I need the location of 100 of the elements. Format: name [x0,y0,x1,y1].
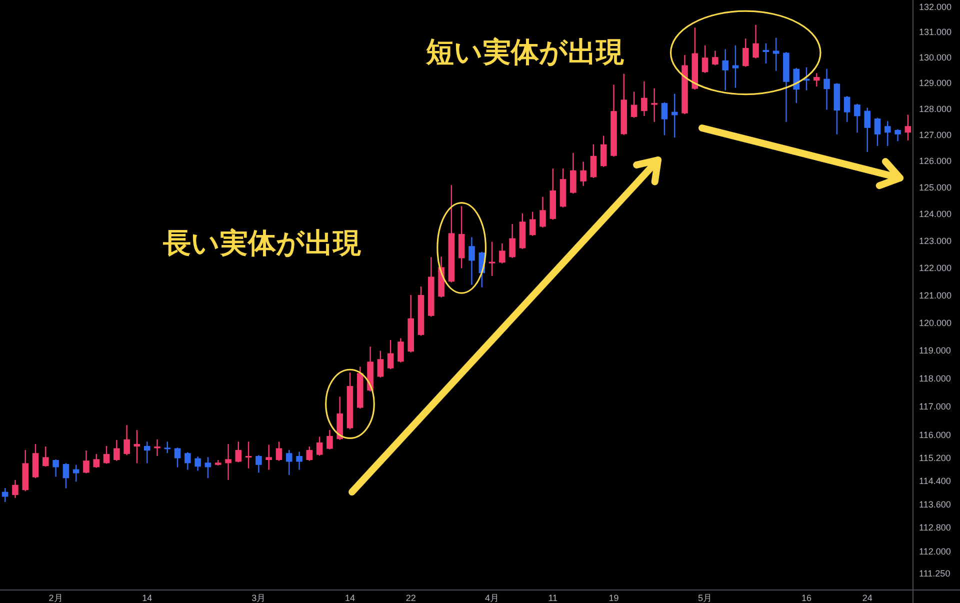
y-tick-label: 112.800 [919,522,951,533]
y-tick-label: 118.000 [919,373,951,384]
y-tick-label: 127.000 [919,130,952,140]
x-tick-label: 14 [344,593,355,603]
y-tick-label: 114.400 [919,476,951,486]
candlestick [540,196,546,228]
x-tick-label: 14 [142,593,152,603]
candlestick [194,456,201,472]
candlestick [377,350,384,378]
y-tick-label: 120.000 [919,318,952,328]
y-tick-label: 131.000 [919,27,952,38]
candlestick [144,441,150,464]
candlestick [712,50,718,66]
candlestick [904,114,912,142]
x-tick-label: 16 [801,593,812,603]
y-tick-label: 122.000 [919,263,952,274]
x-tick-label: 19 [608,593,619,603]
candlestick [164,441,171,454]
candlestick [134,429,140,464]
y-tick-label: 125.000 [919,182,952,193]
candlestick [306,446,313,462]
candlestick [326,429,333,450]
candlestick [225,443,232,481]
candlestick [570,152,576,194]
candlestick [641,80,648,117]
y-tick-label: 115.200 [919,453,951,463]
candlestick [124,424,130,456]
candlestick [752,24,759,59]
candlestick [296,451,302,470]
y-tick-label: 126.000 [919,156,952,166]
x-tick-label: 11 [548,593,558,603]
x-tick-label: 22 [406,593,416,603]
y-tick-label: 128.000 [919,104,952,114]
y-tick-label: 116.000 [919,430,951,440]
candlestick [874,117,881,147]
candlestick [864,107,870,153]
candlestick [702,44,708,74]
candlestick [83,450,90,474]
candlestick [266,444,272,470]
candlestick [732,44,739,88]
y-tick-label: 130.000 [919,52,952,63]
candlestick [630,91,638,118]
y-tick-label: 123.000 [919,236,952,246]
candlestick [772,37,780,72]
candlestick [174,447,181,468]
candlestick [894,128,901,142]
candlestick [72,464,80,482]
candlestick [204,456,212,479]
candlestick [468,236,475,286]
candlestick [762,42,770,64]
candlestick [184,452,191,470]
candlestick [93,453,100,468]
candlestick [793,67,800,104]
candlestick [42,446,49,468]
candlestick [2,487,8,503]
candlestick [387,339,394,370]
x-tick-label: 4月 [485,593,500,603]
candlestick [884,120,891,147]
candlestick [286,449,292,476]
y-tick-label: 112.000 [919,546,951,556]
candlestick [813,72,820,88]
candlestick [529,211,536,236]
annotation: 長い実体が出現 [162,226,362,260]
candlestick [154,438,160,457]
y-tick-label: 129.000 [919,78,952,88]
candlestick [509,223,516,259]
candlestick [661,102,668,136]
candlestick [580,161,586,187]
candlestick [590,144,597,179]
candlestick [844,95,850,123]
candlestick [824,68,830,110]
candlestick [103,445,110,464]
x-tick-label: 2月 [48,593,63,603]
candlestick [276,441,282,462]
candlestick [52,458,59,478]
y-tick-label: 119.000 [919,345,951,356]
y-tick-label: 132.000 [919,2,952,12]
x-tick-label: 5月 [698,593,712,603]
candlestick [114,439,120,462]
candlestick [398,338,404,364]
candlestick [600,135,607,168]
y-tick-label: 124.000 [919,209,952,220]
y-tick-label: 121.000 [919,290,952,300]
candlestick [722,48,728,91]
x-tick-label: 24 [862,593,872,603]
candlestick [12,479,18,499]
y-tick-label: 111.250 [919,568,950,579]
candlestick [235,441,242,463]
candlestick [742,38,749,68]
candlestick [245,441,252,469]
candlestick [62,462,70,489]
y-tick-label: 113.600 [919,499,951,510]
candlestick [651,88,658,123]
y-tick-label: 117.000 [919,402,951,412]
annotation: 短い実体が出現 [425,36,625,68]
candlestick [256,454,262,474]
candlestick [854,103,860,134]
candlestick [671,93,678,138]
candlestick [499,242,506,264]
x-tick-label: 3月 [252,593,266,603]
